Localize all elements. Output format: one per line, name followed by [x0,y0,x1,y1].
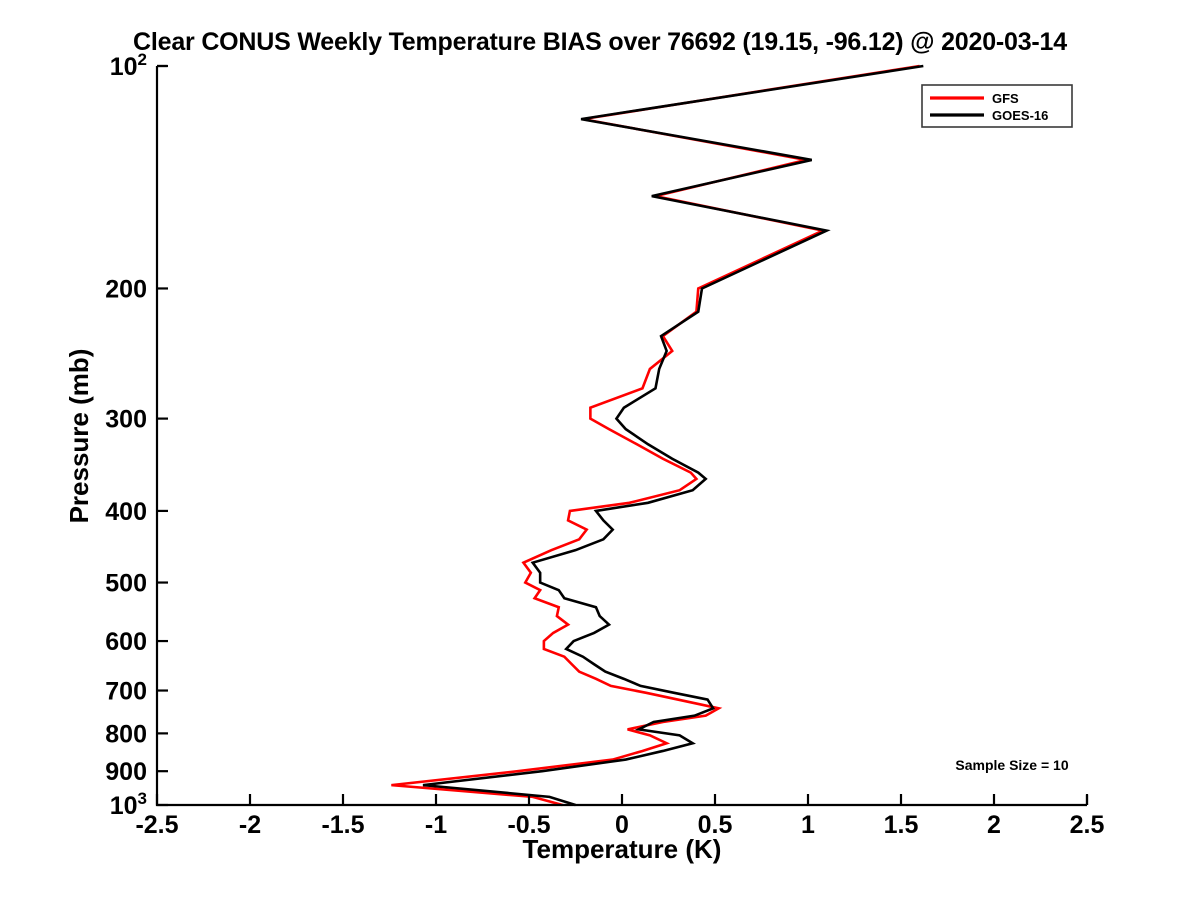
y-tick-label: 700 [105,678,147,706]
x-tick-label: 2 [987,811,1001,839]
x-tick-label: -2.5 [135,811,178,839]
series-layer [391,64,924,807]
x-tick-layer: -2.5 -2 -1.5 -1 -0.5 0 0.5 1 1.5 2 2.5 [135,794,1104,839]
x-tick-label: 1.5 [884,811,919,839]
x-tick-label: -2 [239,811,261,839]
x-axis-label: Temperature (K) [523,834,722,864]
y-tick-label: 900 [105,758,147,786]
y-axis-label: Pressure (mb) [64,349,94,524]
x-tick-label: -0.5 [507,811,550,839]
x-tick-label: 0 [615,811,629,839]
legend[interactable]: GFS GOES-16 [921,84,1073,128]
page-title: Clear CONUS Weekly Temperature BIAS over… [133,28,1067,56]
y-tick-label: 500 [105,570,147,598]
legend-box [921,84,1073,128]
legend-label-gfs: GFS [992,91,1019,106]
y-tick-label: 400 [105,498,147,526]
series-line-gfs [391,64,920,807]
legend-label-goes-16: GOES-16 [992,108,1048,123]
y-tick-label: 800 [105,720,147,748]
y-tick-label: 300 [105,406,147,434]
x-tick-label: 0.5 [698,811,733,839]
y-tick-label: 200 [105,275,147,303]
x-tick-label: -1.5 [321,811,364,839]
y-tick-label: 102 [110,50,147,81]
x-tick-label: 2.5 [1070,811,1105,839]
x-tick-label: -1 [425,811,447,839]
sample-size-annotation: Sample Size = 10 [955,757,1068,773]
y-tick-label: 600 [105,628,147,656]
x-tick-label: 1 [801,811,815,839]
series-line-goes-16 [422,64,924,807]
